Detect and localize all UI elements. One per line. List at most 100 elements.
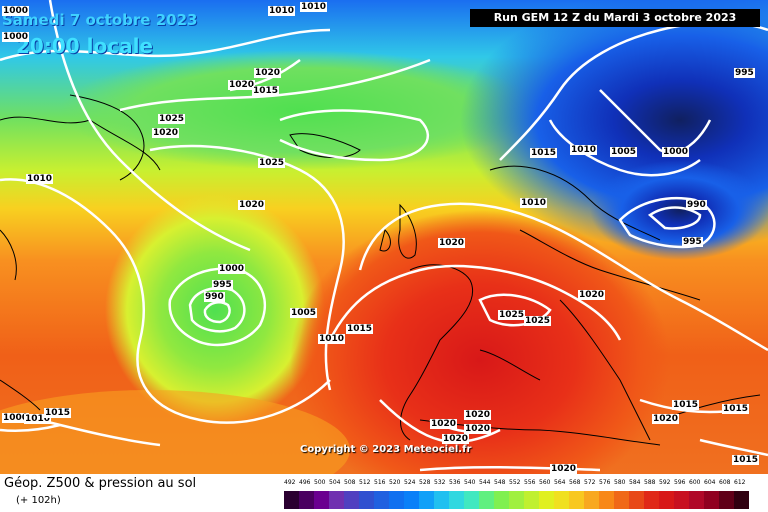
pressure-label: 995 — [212, 280, 233, 290]
scale-swatch — [509, 491, 524, 509]
pressure-label: 1020 — [438, 238, 466, 248]
scale-label: 568 — [569, 479, 581, 486]
pressure-label: 1020 — [228, 80, 256, 90]
scale-swatch — [629, 491, 644, 509]
pressure-label: 1020 — [152, 128, 180, 138]
scale-swatch — [569, 491, 584, 509]
scale-swatch — [329, 491, 344, 509]
lead-time: (+ 102h) — [16, 495, 61, 506]
pressure-label: 1025 — [158, 114, 186, 124]
scale-label: 536 — [449, 479, 461, 486]
scale-label: 496 — [299, 479, 311, 486]
pressure-label: 1010 — [318, 334, 346, 344]
scale-label: 576 — [599, 479, 611, 486]
scale-swatch — [449, 491, 464, 509]
pressure-label: 1005 — [290, 308, 318, 318]
pressure-label: 1015 — [346, 324, 374, 334]
scale-label: 500 — [314, 479, 326, 486]
scale-swatch — [524, 491, 539, 509]
scale-label: 556 — [524, 479, 536, 486]
pressure-label: 1020 — [464, 424, 492, 434]
scale-swatch — [584, 491, 599, 509]
pressure-label: 1000 — [662, 147, 690, 157]
scale-label: 512 — [359, 479, 371, 486]
scale-swatch — [314, 491, 329, 509]
scale-label: 584 — [629, 479, 641, 486]
scale-swatch — [554, 491, 569, 509]
scale-label: 612 — [734, 479, 746, 486]
scale-swatch — [299, 491, 314, 509]
map-graphic — [0, 0, 768, 474]
scale-label: 544 — [479, 479, 491, 486]
scale-label: 596 — [674, 479, 686, 486]
scale-swatch — [614, 491, 629, 509]
legend-footer: Géop. Z500 & pression au sol (+ 102h) 49… — [0, 474, 768, 512]
scale-label: 520 — [389, 479, 401, 486]
scale-swatch — [719, 491, 734, 509]
pressure-label: 1020 — [652, 414, 680, 424]
pressure-label: 1020 — [464, 410, 492, 420]
pressure-label: 1020 — [578, 290, 606, 300]
pressure-label: 1020 — [238, 200, 266, 210]
scale-label: 540 — [464, 479, 476, 486]
pressure-label: 1015 — [530, 148, 558, 158]
scale-bar — [284, 491, 749, 509]
pressure-label: 1015 — [732, 455, 760, 465]
scale-label: 592 — [659, 479, 671, 486]
chart-title: Géop. Z500 & pression au sol — [4, 476, 197, 491]
scale-swatch — [539, 491, 554, 509]
pressure-label: 1005 — [610, 147, 638, 157]
scale-swatch — [389, 491, 404, 509]
pressure-label: 1015 — [252, 86, 280, 96]
pressure-label: 1015 — [44, 408, 72, 418]
pressure-label: 1010 — [520, 198, 548, 208]
scale-swatch — [734, 491, 749, 509]
scale-label: 504 — [329, 479, 341, 486]
scale-label: 508 — [344, 479, 356, 486]
pressure-label: 995 — [682, 237, 703, 247]
scale-swatch — [704, 491, 719, 509]
scale-swatch — [419, 491, 434, 509]
pressure-label: 1010 — [570, 145, 598, 155]
scale-swatch — [359, 491, 374, 509]
scale-swatch — [434, 491, 449, 509]
pressure-label: 990 — [686, 200, 707, 210]
pressure-label: 1020 — [442, 434, 470, 444]
pressure-label: 1010 — [26, 174, 54, 184]
scale-label: 572 — [584, 479, 596, 486]
map-date: Samedi 7 octobre 2023 — [2, 11, 198, 29]
pressure-label: 1025 — [258, 158, 286, 168]
scale-label: 580 — [614, 479, 626, 486]
pressure-label: 1020 — [430, 419, 458, 429]
pressure-label: 995 — [734, 68, 755, 78]
run-info-banner: Run GEM 12 Z du Mardi 3 octobre 2023 — [470, 9, 760, 27]
pressure-label: 1015 — [722, 404, 750, 414]
map-local-time: 20:00 locale — [16, 34, 153, 58]
scale-label: 532 — [434, 479, 446, 486]
scale-swatch — [344, 491, 359, 509]
scale-swatch — [479, 491, 494, 509]
scale-label: 560 — [539, 479, 551, 486]
scale-label: 600 — [689, 479, 701, 486]
scale-swatch — [494, 491, 509, 509]
pressure-label: 1020 — [254, 68, 282, 78]
scale-label: 604 — [704, 479, 716, 486]
scale-label: 552 — [509, 479, 521, 486]
pressure-label: 1000 — [2, 32, 30, 42]
scale-swatch — [689, 491, 704, 509]
scale-label: 524 — [404, 479, 416, 486]
scale-label: 564 — [554, 479, 566, 486]
pressure-label: 1000 — [218, 264, 246, 274]
pressure-label: 1025 — [524, 316, 552, 326]
copyright-notice: Copyright © 2023 Meteociel.fr — [300, 444, 472, 455]
scale-label: 548 — [494, 479, 506, 486]
pressure-label: 1020 — [550, 464, 578, 474]
scale-swatch — [464, 491, 479, 509]
scale-swatch — [644, 491, 659, 509]
scale-label: 608 — [719, 479, 731, 486]
scale-swatch — [284, 491, 299, 509]
pressure-label: 1015 — [672, 400, 700, 410]
scale-swatch — [374, 491, 389, 509]
scale-swatch — [674, 491, 689, 509]
